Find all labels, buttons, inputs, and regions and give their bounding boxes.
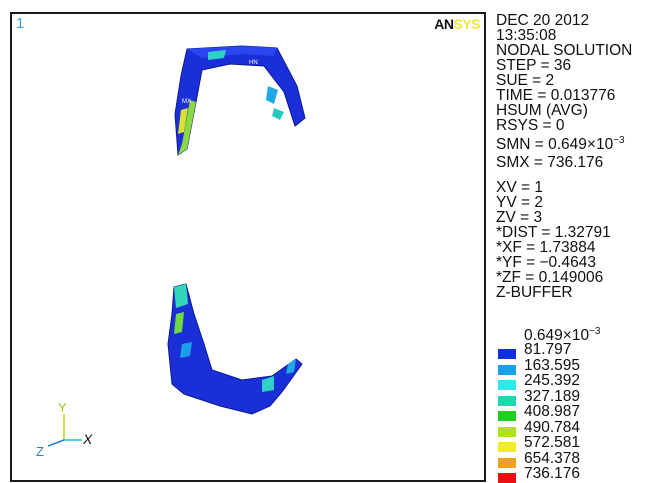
info-substep: SUE = 2: [496, 73, 656, 88]
info-xf: *XF = 1.73884: [496, 240, 656, 255]
legend-rows: 81.797 163.595 245.392 327.189 408.987 490.78…: [496, 343, 656, 483]
info-yf: *YF = −0.4643: [496, 255, 656, 270]
legend-label: 81.797: [524, 342, 571, 357]
info-zbuffer: Z-BUFFER: [496, 285, 656, 300]
legend-swatch: [498, 396, 516, 406]
info-zv: ZV = 3: [496, 210, 656, 225]
triad-z-label: Z: [36, 444, 44, 459]
info-date: DEC 20 2012: [496, 13, 656, 28]
info-time: 13:35:08: [496, 28, 656, 43]
lower-beam: [168, 284, 302, 414]
legend-label: 327.189: [524, 389, 580, 404]
info-xv: XV = 1: [496, 180, 656, 195]
legend-swatch: [498, 411, 516, 421]
legend-label: 245.392: [524, 373, 580, 388]
legend-label: 408.987: [524, 404, 580, 419]
upper-beam: HN MX: [175, 46, 305, 155]
legend-swatch: [498, 458, 516, 468]
contour-legend: 0.649×10−3 81.797 163.595 245.392 327.189 40…: [496, 328, 656, 483]
legend-min-exponent: −3: [589, 326, 600, 337]
legend-swatch: [498, 349, 516, 359]
legend-swatch: [498, 380, 516, 390]
info-rsys: RSYS = 0: [496, 118, 656, 133]
triad-y-label: Y: [58, 400, 67, 415]
model-label-mx: MX: [182, 99, 191, 105]
legend-swatch: [498, 473, 516, 483]
legend-label: 736.176: [524, 466, 580, 481]
legend-label: 490.784: [524, 420, 580, 435]
info-smn: SMN = 0.649×10−3: [496, 133, 656, 152]
legend-swatch: [498, 442, 516, 452]
info-yv: YV = 2: [496, 195, 656, 210]
legend-label: 163.595: [524, 358, 580, 373]
legend-label: 654.378: [524, 451, 580, 466]
legend-swatch: [498, 427, 516, 437]
info-item: HSUM (AVG): [496, 103, 656, 118]
legend-min: 0.649×10−3: [496, 328, 656, 343]
coordinate-triad: Y Z X: [36, 400, 93, 459]
info-step: STEP = 36: [496, 58, 656, 73]
info-dist: *DIST = 1.32791: [496, 225, 656, 240]
legend-swatch: [498, 365, 516, 375]
model-label-hn: HN: [249, 60, 258, 66]
info-smx: SMX = 736.176: [496, 155, 656, 170]
smn-exponent: −3: [613, 135, 624, 146]
legend-label: 572.581: [524, 435, 580, 450]
info-zf: *ZF = 0.149006: [496, 270, 656, 285]
info-solution: NODAL SOLUTION: [496, 43, 656, 58]
info-panel: DEC 20 2012 13:35:08 NODAL SOLUTION STEP…: [496, 13, 656, 300]
legend-entry: 736.176: [496, 467, 656, 483]
info-time-value: TIME = 0.013776: [496, 88, 656, 103]
graphics-viewport[interactable]: 1 ANSYS HN MX Y: [10, 12, 486, 482]
triad-x-label: X: [82, 431, 93, 447]
model-render: HN MX Y Z X: [12, 14, 484, 480]
smn-value: SMN = 0.649×10: [496, 136, 613, 153]
